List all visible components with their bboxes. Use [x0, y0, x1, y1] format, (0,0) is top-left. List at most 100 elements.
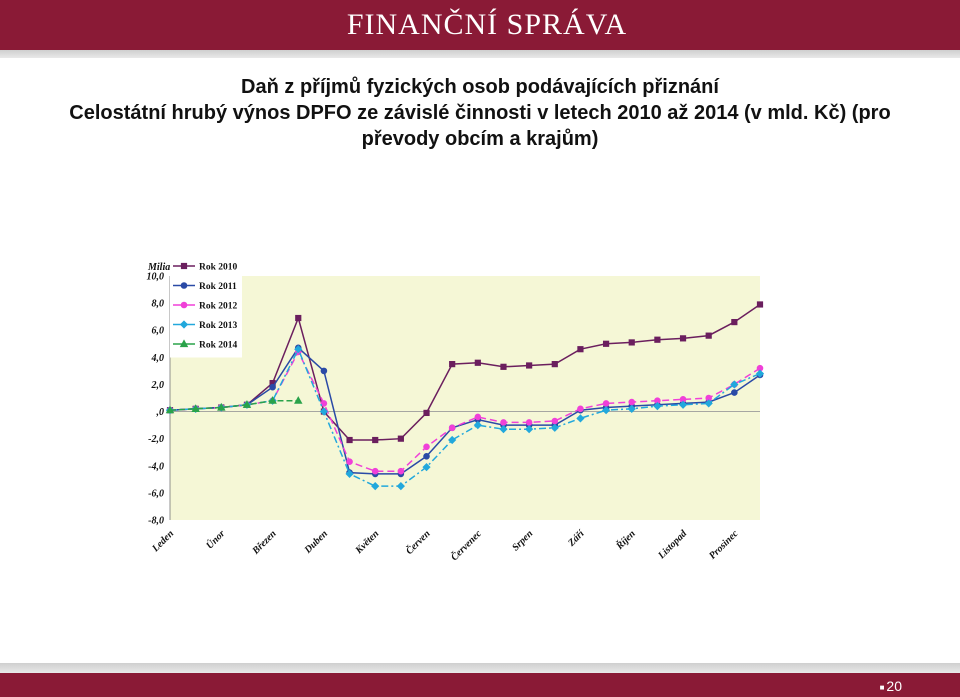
data-point	[474, 359, 481, 366]
data-point	[474, 413, 482, 421]
data-point	[423, 443, 430, 451]
series-line	[169, 399, 299, 411]
plot-area	[170, 276, 760, 520]
legend-item: Rok 2013	[173, 320, 238, 331]
data-point	[577, 405, 584, 413]
legend-label: Rok 2014	[199, 341, 238, 351]
data-point	[654, 336, 661, 343]
data-point	[397, 435, 404, 442]
data-point	[679, 335, 687, 342]
data-point	[423, 452, 430, 460]
data-point	[731, 389, 738, 396]
y-tick-label: -8,0	[148, 516, 164, 527]
x-tick-label: Říjen	[613, 527, 638, 552]
x-tick-label: Leden	[150, 528, 177, 555]
slide-title-block: Daň z příjmů fyzických osob podávajících…	[0, 74, 960, 152]
y-axis-label: Miliar	[147, 262, 174, 273]
data-point	[217, 402, 226, 411]
x-tick-label: Květen	[353, 528, 382, 557]
data-point	[525, 419, 533, 426]
brand-title: FINANČNÍ SPRÁVA	[346, 8, 628, 41]
legend-swatch-marker	[180, 282, 188, 289]
legend-label: Rok 2013	[199, 321, 238, 331]
legend-swatch-marker	[179, 320, 189, 329]
data-point	[602, 340, 610, 347]
data-point	[525, 425, 534, 434]
slide-title-line-2: Celostátní hrubý výnos DPFO ze závislé č…	[69, 102, 891, 124]
data-point	[628, 398, 636, 406]
legend-item: Rok 2010	[173, 263, 238, 273]
x-tick-label: Červen	[403, 527, 433, 557]
data-point	[242, 400, 252, 408]
legend-item: Rok 2014	[173, 339, 238, 351]
data-point	[371, 482, 380, 491]
data-point	[448, 435, 457, 445]
data-point	[294, 396, 303, 404]
y-tick-label: 8,0	[152, 299, 165, 310]
data-point	[449, 361, 456, 368]
data-point	[397, 467, 405, 475]
legend-label: Rok 2012	[199, 302, 238, 312]
data-point	[551, 417, 559, 425]
data-point	[346, 436, 353, 444]
y-tick-label: 10,0	[147, 272, 165, 283]
data-point	[705, 332, 712, 339]
data-point	[628, 339, 635, 346]
data-point	[396, 482, 405, 491]
footer-bar	[0, 673, 960, 697]
data-point	[499, 425, 508, 434]
data-point	[551, 361, 558, 368]
bullet-square-icon: ■	[879, 682, 885, 692]
series-rok-2014	[165, 396, 303, 414]
data-point	[346, 458, 353, 466]
data-point	[473, 421, 482, 430]
slide-title-line-3: převody obcím a krajům)	[361, 128, 599, 150]
data-point	[730, 380, 739, 389]
data-point	[295, 314, 302, 322]
data-point	[372, 436, 379, 444]
data-point	[576, 414, 585, 423]
data-point	[602, 400, 610, 407]
y-tick-label: 2,0	[151, 380, 165, 391]
x-tick-label: Září	[565, 527, 587, 549]
x-tick-label: Duben	[302, 528, 330, 556]
legend-swatch-marker	[179, 339, 189, 348]
x-tick-label: Březen	[250, 528, 279, 557]
series-line	[169, 347, 761, 487]
data-point	[448, 424, 456, 432]
legend-label: Rok 2011	[199, 282, 237, 292]
legend-swatch-marker	[180, 262, 188, 270]
data-point	[371, 467, 379, 475]
data-point	[550, 423, 559, 432]
data-point	[653, 402, 662, 411]
header-bar	[0, 0, 960, 50]
data-point	[731, 318, 738, 326]
data-point	[526, 362, 533, 369]
data-point	[500, 419, 507, 426]
header-stripe	[0, 50, 960, 58]
series-rok-2013	[165, 345, 765, 491]
x-tick-label: Srpen	[510, 528, 535, 553]
data-point	[294, 345, 303, 354]
data-point	[704, 399, 713, 408]
data-point	[756, 301, 764, 308]
data-point	[423, 409, 430, 417]
data-point	[319, 407, 329, 416]
footer-stripe	[0, 663, 960, 673]
legend-label: Rok 2010	[199, 263, 238, 273]
series-line	[169, 346, 761, 475]
x-tick-label: Únor	[204, 528, 228, 552]
y-tick-label: -6,0	[148, 488, 164, 499]
data-point	[678, 400, 688, 409]
legend-swatch-marker	[180, 301, 188, 309]
y-tick-label: 4,0	[151, 353, 165, 364]
x-tick-label: Červenec	[448, 527, 485, 564]
x-tick-label: Listopad	[656, 528, 690, 562]
data-point	[320, 400, 328, 407]
data-point	[422, 463, 431, 472]
page-number-value: 20	[886, 678, 902, 694]
data-point	[320, 367, 328, 375]
data-point	[191, 404, 200, 412]
y-tick-label: -4,0	[148, 461, 164, 472]
data-point	[601, 406, 611, 415]
